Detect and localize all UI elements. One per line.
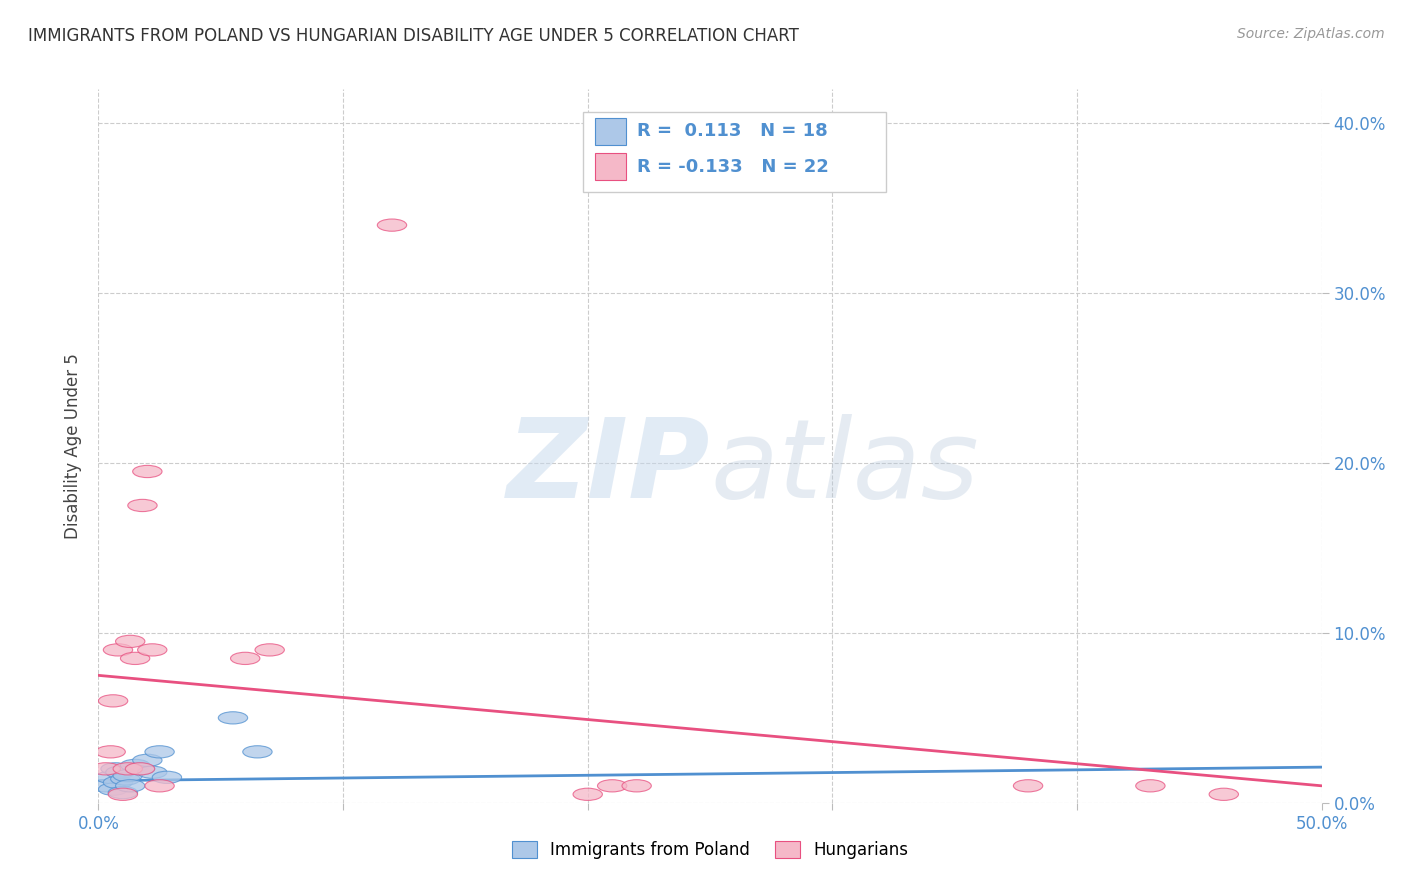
Ellipse shape xyxy=(598,780,627,792)
Ellipse shape xyxy=(111,772,141,785)
Ellipse shape xyxy=(138,766,167,779)
Ellipse shape xyxy=(621,780,651,792)
Ellipse shape xyxy=(132,466,162,477)
Ellipse shape xyxy=(101,763,131,775)
Ellipse shape xyxy=(108,789,138,800)
Ellipse shape xyxy=(1209,789,1239,800)
Ellipse shape xyxy=(98,695,128,707)
Ellipse shape xyxy=(115,635,145,648)
Text: atlas: atlas xyxy=(710,414,979,521)
Ellipse shape xyxy=(121,652,150,665)
Ellipse shape xyxy=(1014,780,1043,792)
Ellipse shape xyxy=(98,783,128,796)
Text: IMMIGRANTS FROM POLAND VS HUNGARIAN DISABILITY AGE UNDER 5 CORRELATION CHART: IMMIGRANTS FROM POLAND VS HUNGARIAN DISA… xyxy=(28,27,799,45)
Ellipse shape xyxy=(96,746,125,758)
Text: ZIP: ZIP xyxy=(506,414,710,521)
Ellipse shape xyxy=(138,644,167,656)
Text: Source: ZipAtlas.com: Source: ZipAtlas.com xyxy=(1237,27,1385,41)
Ellipse shape xyxy=(91,763,121,775)
Ellipse shape xyxy=(112,763,142,775)
Ellipse shape xyxy=(105,766,135,779)
Text: R = -0.133   N = 22: R = -0.133 N = 22 xyxy=(637,158,828,176)
Ellipse shape xyxy=(121,759,150,772)
Ellipse shape xyxy=(218,712,247,724)
Ellipse shape xyxy=(243,746,273,758)
Ellipse shape xyxy=(91,780,121,792)
Ellipse shape xyxy=(125,763,155,775)
Ellipse shape xyxy=(377,219,406,231)
Ellipse shape xyxy=(96,772,125,783)
Ellipse shape xyxy=(1136,780,1166,792)
Ellipse shape xyxy=(103,776,132,789)
Ellipse shape xyxy=(112,770,142,781)
Ellipse shape xyxy=(254,644,284,656)
Ellipse shape xyxy=(145,780,174,792)
Text: R =  0.113   N = 18: R = 0.113 N = 18 xyxy=(637,122,828,140)
Ellipse shape xyxy=(128,500,157,512)
Y-axis label: Disability Age Under 5: Disability Age Under 5 xyxy=(65,353,83,539)
Ellipse shape xyxy=(125,763,155,775)
Ellipse shape xyxy=(145,746,174,758)
Ellipse shape xyxy=(132,755,162,766)
Ellipse shape xyxy=(152,772,181,783)
Ellipse shape xyxy=(115,780,145,792)
Ellipse shape xyxy=(103,644,132,656)
Legend: Immigrants from Poland, Hungarians: Immigrants from Poland, Hungarians xyxy=(505,834,915,866)
Ellipse shape xyxy=(574,789,602,800)
Ellipse shape xyxy=(231,652,260,665)
Ellipse shape xyxy=(108,787,138,798)
